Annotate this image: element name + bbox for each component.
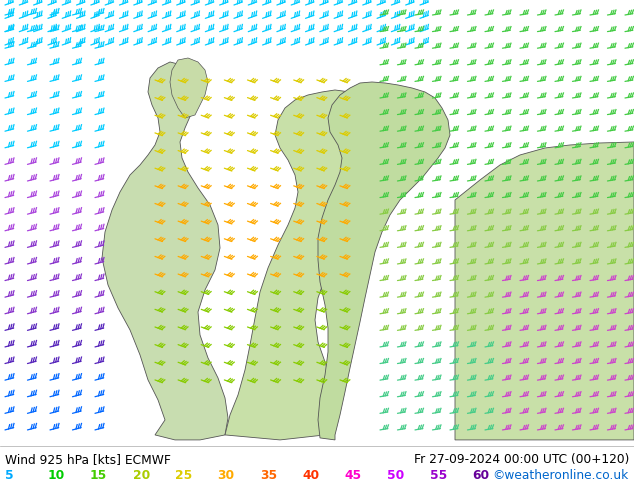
Text: Wind 925 hPa [kts] ECMWF: Wind 925 hPa [kts] ECMWF xyxy=(5,453,171,466)
Polygon shape xyxy=(225,90,378,440)
Polygon shape xyxy=(455,142,634,440)
Polygon shape xyxy=(102,62,228,440)
Text: 5: 5 xyxy=(5,469,14,482)
Text: 10: 10 xyxy=(48,469,65,482)
Text: 45: 45 xyxy=(345,469,362,482)
Text: 60: 60 xyxy=(472,469,489,482)
Text: Fr 27-09-2024 00:00 UTC (00+120): Fr 27-09-2024 00:00 UTC (00+120) xyxy=(413,453,629,466)
Text: ©weatheronline.co.uk: ©weatheronline.co.uk xyxy=(493,469,629,482)
Text: 50: 50 xyxy=(387,469,404,482)
Text: 40: 40 xyxy=(302,469,320,482)
Text: 20: 20 xyxy=(133,469,150,482)
Polygon shape xyxy=(318,82,450,440)
Text: 15: 15 xyxy=(90,469,107,482)
Text: 55: 55 xyxy=(430,469,447,482)
Polygon shape xyxy=(170,58,208,118)
Text: 25: 25 xyxy=(175,469,192,482)
Text: 35: 35 xyxy=(260,469,277,482)
Text: 30: 30 xyxy=(217,469,235,482)
